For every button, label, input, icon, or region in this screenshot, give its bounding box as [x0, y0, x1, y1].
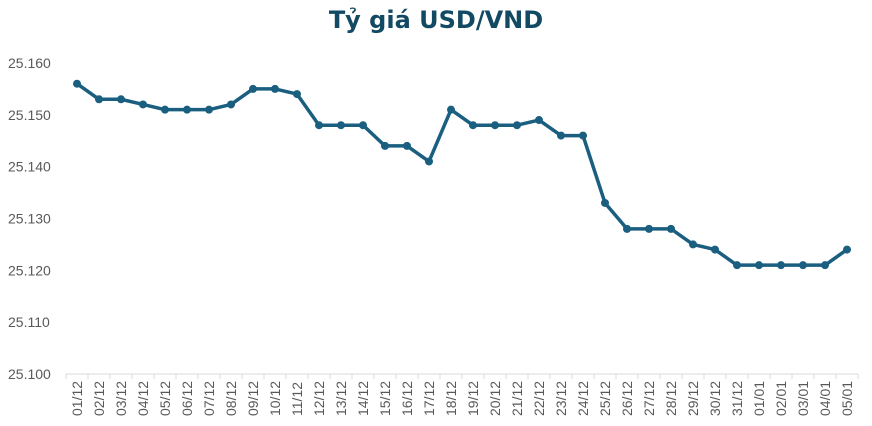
y-tick-label: 25.140	[8, 159, 51, 175]
data-point-marker	[733, 261, 741, 270]
x-tick-label: 25/12	[597, 381, 613, 416]
y-tick-label: 25.110	[8, 314, 50, 330]
x-tick-label: 05/01	[839, 381, 855, 416]
data-point-marker	[117, 95, 125, 104]
data-point-marker	[381, 141, 389, 150]
data-point-marker	[183, 105, 191, 114]
data-point-marker	[579, 131, 587, 140]
data-point-marker	[711, 245, 719, 254]
x-tick-label: 02/12	[91, 381, 107, 416]
x-tick-label: 01/01	[751, 381, 767, 416]
x-tick-label: 26/12	[619, 381, 635, 416]
x-tick-label: 11/12	[289, 382, 305, 416]
x-tick-label: 05/12	[157, 381, 173, 416]
x-tick-label: 01/12	[69, 381, 85, 416]
data-point-marker	[623, 224, 631, 233]
y-tick-label: 25.100	[8, 366, 51, 382]
data-point-marker	[755, 261, 763, 270]
x-tick-label: 15/12	[377, 381, 393, 416]
x-tick-label: 10/12	[267, 381, 283, 416]
x-tick-label: 28/12	[663, 381, 679, 416]
x-tick-label: 09/12	[245, 381, 261, 416]
data-point-marker	[469, 121, 477, 130]
x-tick-label: 31/12	[729, 381, 745, 416]
data-point-marker	[139, 100, 147, 109]
data-point-marker	[667, 224, 675, 233]
y-tick-label: 25.120	[8, 262, 51, 278]
data-point-marker	[821, 261, 829, 270]
data-point-marker	[425, 157, 433, 166]
x-tick-label: 04/12	[135, 381, 151, 416]
x-tick-label: 18/12	[443, 381, 459, 416]
y-axis: 25.100 25.110 25.120 25.130 25.140 25.150 25.1…	[8, 55, 51, 382]
data-point-marker	[403, 141, 411, 150]
x-tick-label: 04/01	[817, 381, 833, 416]
data-point-marker	[491, 121, 499, 130]
y-tick-label: 25.150	[8, 107, 51, 123]
data-point-marker	[359, 121, 367, 130]
series-line	[75, 82, 849, 267]
data-point-marker	[447, 105, 455, 114]
x-tick-label: 22/12	[531, 381, 547, 416]
x-tick-label: 19/12	[465, 381, 481, 416]
x-tick-label: 17/12	[421, 381, 437, 416]
x-tick-label: 14/12	[355, 381, 371, 416]
chart-title: Tỷ giá USD/VND	[328, 6, 544, 34]
data-series	[73, 79, 851, 270]
x-tick-label: 02/01	[773, 381, 789, 416]
data-point-marker	[843, 245, 851, 254]
data-point-marker	[161, 105, 169, 114]
data-point-marker	[271, 84, 279, 93]
x-tick-label: 20/12	[487, 381, 503, 416]
x-tick-label: 16/12	[399, 381, 415, 416]
data-point-marker	[601, 198, 609, 207]
x-tick-label: 21/12	[509, 381, 525, 416]
data-point-marker	[777, 261, 785, 270]
data-point-marker	[73, 79, 81, 88]
data-point-marker	[95, 95, 103, 104]
data-point-marker	[315, 121, 323, 130]
x-tick-label: 23/12	[553, 381, 569, 416]
data-point-marker	[645, 224, 653, 233]
data-point-marker	[205, 105, 213, 114]
x-tick-label: 03/01	[795, 381, 811, 416]
data-point-marker	[293, 90, 301, 99]
data-point-marker	[337, 121, 345, 130]
data-point-marker	[249, 84, 257, 93]
x-tick-label: 24/12	[575, 381, 591, 416]
y-tick-label: 25.160	[8, 55, 51, 71]
x-tick-label: 08/12	[223, 381, 239, 416]
data-point-marker	[535, 116, 543, 125]
x-tick-label: 06/12	[179, 381, 195, 416]
data-point-marker	[227, 100, 235, 109]
y-tick-label: 25.130	[8, 211, 51, 227]
x-tick-label: 13/12	[333, 381, 349, 416]
data-point-marker	[513, 121, 521, 130]
data-point-marker	[689, 240, 697, 249]
data-point-marker	[799, 261, 807, 270]
x-tick-label: 30/12	[707, 381, 723, 416]
x-tick-label: 12/12	[311, 381, 327, 416]
x-tick-label: 27/12	[641, 381, 657, 416]
x-tick-label: 29/12	[685, 381, 701, 416]
x-tick-label: 07/12	[201, 381, 217, 416]
x-tick-label: 03/12	[113, 381, 129, 416]
x-axis: 01/12 02/12 03/12 04/12 05/12 06/12 07/12 08/12…	[65, 373, 859, 416]
data-point-marker	[557, 131, 565, 140]
